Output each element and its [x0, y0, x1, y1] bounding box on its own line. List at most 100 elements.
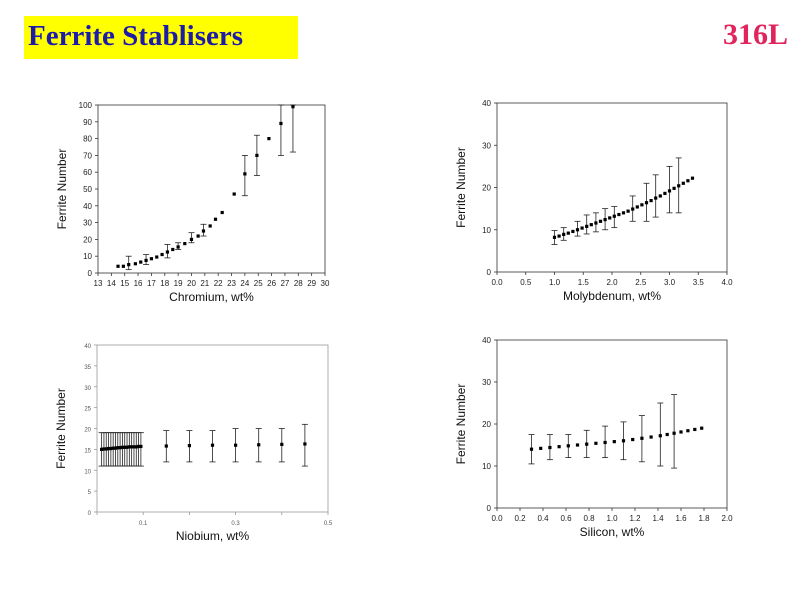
data-point	[255, 153, 259, 157]
y-tick-label: 60	[83, 168, 92, 177]
x-tick-label: 3.5	[693, 278, 705, 287]
y-tick-label: 90	[83, 118, 92, 127]
data-point	[626, 209, 630, 213]
data-point	[566, 231, 570, 235]
data-point	[658, 194, 662, 198]
x-tick-label: 19	[174, 279, 183, 288]
data-point	[257, 443, 261, 447]
y-axis-label: Ferrite Number	[55, 149, 69, 230]
data-point	[164, 444, 168, 448]
x-tick-label: 0.1	[139, 521, 148, 527]
data-point	[123, 445, 127, 449]
x-tick-label: 0.0	[491, 278, 503, 287]
y-tick-label: 100	[79, 101, 93, 110]
data-point	[580, 226, 584, 230]
data-point	[654, 196, 658, 200]
data-point	[109, 446, 113, 451]
data-point	[139, 444, 143, 449]
data-point	[106, 446, 111, 451]
data-point	[243, 172, 247, 176]
data-point	[127, 445, 131, 449]
data-point	[127, 263, 131, 267]
data-point	[677, 184, 681, 188]
data-point	[585, 442, 589, 446]
chart-2: 0.0 0.5 1.0 1.5 2.0 2.5 3.0 3.5 4.0 0 10 20 30 40 Moly…	[454, 99, 733, 303]
y-tick-label: 20	[84, 428, 91, 434]
data-point	[575, 228, 580, 232]
y-tick-label: 0	[487, 268, 492, 277]
data-point	[621, 439, 626, 443]
x-tick-label: 15	[120, 279, 129, 288]
x-tick-label: 16	[134, 279, 143, 288]
x-tick-label: 0.5	[520, 278, 532, 287]
data-point	[598, 219, 603, 223]
y-tick-label: 40	[84, 344, 91, 350]
data-point	[585, 224, 589, 228]
data-point	[196, 234, 200, 238]
x-tick-label: 3.0	[664, 278, 676, 287]
x-tick-label: 30	[321, 279, 330, 288]
data-point	[631, 207, 635, 211]
x-tick-label: 22	[214, 279, 223, 288]
data-point	[100, 447, 104, 451]
y-axis-label: Ferrite Number	[54, 388, 68, 469]
x-tick-label: 0.3	[231, 521, 240, 527]
x-tick-label: 27	[280, 279, 289, 288]
x-tick-label: 13	[94, 279, 103, 288]
data-point	[649, 435, 653, 439]
x-tick-label: 2.0	[721, 514, 733, 523]
data-point	[640, 203, 644, 207]
data-point	[672, 186, 676, 190]
x-tick-label: 18	[160, 279, 169, 288]
y-tick-label: 10	[482, 226, 491, 235]
x-axis-label: Silicon, wt%	[580, 525, 645, 539]
data-point	[133, 262, 137, 266]
y-tick-label: 0	[487, 504, 492, 513]
data-point	[617, 212, 621, 217]
data-point	[104, 447, 108, 451]
data-point	[160, 252, 164, 257]
data-point	[187, 444, 191, 448]
data-point	[171, 247, 175, 252]
data-point	[663, 191, 667, 196]
data-point	[120, 445, 125, 449]
y-tick-label: 20	[83, 235, 92, 244]
data-point	[557, 234, 561, 238]
x-tick-label: 1.0	[549, 278, 561, 287]
y-tick-label: 40	[83, 202, 92, 211]
data-point	[594, 441, 598, 445]
y-tick-label: 5	[88, 490, 92, 496]
x-tick-label: 1.0	[606, 514, 618, 523]
data-point	[658, 434, 662, 438]
data-point	[132, 445, 136, 449]
grade-label: 316L	[722, 18, 788, 51]
data-point	[208, 224, 212, 228]
x-tick-label: 20	[187, 279, 196, 288]
data-point	[589, 223, 593, 227]
y-axis-label: Ferrite Number	[454, 384, 468, 465]
x-tick-label: 17	[147, 279, 156, 288]
data-point	[644, 201, 649, 205]
x-tick-label: 0.0	[491, 514, 503, 523]
data-point	[667, 189, 672, 193]
title-banner: Ferrite Stablisers	[24, 16, 298, 59]
data-point	[686, 429, 690, 433]
data-point	[631, 437, 635, 442]
data-point	[303, 442, 307, 446]
data-point	[562, 232, 566, 236]
data-point	[612, 214, 616, 218]
plot-frame	[496, 102, 728, 273]
y-tick-label: 0	[88, 269, 93, 278]
data-point	[165, 250, 170, 254]
data-point	[201, 229, 206, 233]
x-tick-label: 2.0	[606, 278, 618, 287]
y-tick-label: 10	[83, 252, 92, 261]
data-point	[267, 137, 271, 141]
data-point	[111, 446, 115, 450]
data-point	[594, 221, 598, 225]
plot-frame	[96, 344, 329, 513]
data-point	[130, 445, 134, 449]
data-point	[210, 443, 215, 447]
y-axis-label: Ferrite Number	[454, 147, 468, 228]
